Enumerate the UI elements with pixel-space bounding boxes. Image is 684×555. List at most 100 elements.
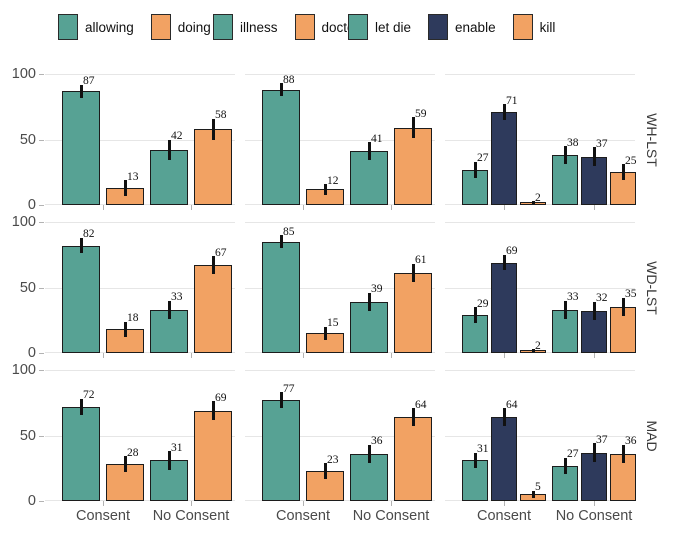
gridline-y50: [45, 140, 235, 141]
legend-label: allowing: [85, 19, 134, 35]
error-bar: [531, 490, 535, 499]
gridline-y100: [45, 370, 235, 371]
error-bar: [502, 254, 506, 271]
error-bar: [473, 307, 477, 323]
legend-swatch-illness: [213, 14, 233, 40]
error-bar: [167, 139, 171, 161]
legend-label: kill: [539, 19, 556, 35]
bar-value-label: 18: [127, 312, 139, 325]
bar-value-label: 69: [506, 245, 518, 258]
bar-value-label: 85: [283, 225, 295, 238]
bar-value-label: 37: [596, 137, 608, 150]
error-bar: [473, 452, 477, 469]
bar-value-label: 88: [283, 73, 295, 86]
bar-value-label: 41: [371, 132, 383, 145]
gridline-y50: [45, 436, 235, 437]
bar-value-label: 29: [477, 297, 489, 310]
bar-value-label: 23: [327, 453, 339, 466]
error-bar: [323, 184, 327, 195]
bar-value-label: 28: [127, 446, 139, 459]
error-bar: [563, 457, 567, 474]
error-bar: [502, 408, 506, 427]
y-axis-tick-label: 0: [27, 345, 36, 361]
error-bar: [411, 408, 415, 427]
bar-value-label: 36: [371, 435, 383, 448]
error-bar: [367, 444, 371, 464]
x-axis-tick-mark: [303, 353, 304, 358]
bar-value-label: 38: [567, 136, 579, 149]
gridline-y100: [245, 74, 435, 75]
bar-value-label: 69: [215, 391, 227, 404]
x-axis-tick-label: No Consent: [352, 508, 430, 524]
error-bar: [621, 164, 625, 181]
bar-doing: [194, 265, 232, 353]
bar-value-label: 13: [127, 170, 139, 183]
error-bar: [123, 180, 127, 196]
y-axis-tick-mark: [39, 140, 44, 141]
bar-doing: [194, 129, 232, 205]
x-axis-tick-mark: [594, 501, 595, 506]
bar-value-label: 61: [415, 254, 427, 267]
x-axis-tick-mark: [303, 501, 304, 506]
legend-swatch-allowing: [58, 14, 78, 40]
legend-swatch-doing: [150, 14, 171, 40]
legend-group-0: allowing doing: [58, 14, 221, 40]
x-axis-tick-mark: [391, 353, 392, 358]
x-axis-tick-mark: [391, 501, 392, 506]
bar-value-label: 67: [215, 246, 227, 259]
x-axis-tick-mark: [504, 501, 505, 506]
error-bar: [211, 256, 215, 275]
bar-value-label: 33: [567, 291, 579, 304]
y-axis-tick-mark: [39, 353, 44, 354]
x-axis-tick-mark: [594, 205, 595, 210]
panel-WD-LST-col1: 85 15 39 61: [245, 222, 435, 353]
legend-label: illness: [240, 19, 278, 35]
bar-value-label: 39: [371, 283, 383, 296]
x-axis-tick-label: Consent: [476, 508, 532, 524]
bar-doctor: [394, 273, 432, 353]
x-axis-tick-mark: [103, 205, 104, 210]
bar-value-label: 27: [477, 152, 489, 165]
y-axis-tick-mark: [39, 205, 44, 206]
panel-MAD-col2: 31 64 5 27 37 36: [445, 370, 637, 501]
y-axis-tick-label: 100: [11, 214, 36, 230]
bar-value-label: 15: [327, 317, 339, 330]
bar-illness: [262, 89, 300, 205]
y-axis-tick-label: 100: [11, 362, 36, 378]
error-bar: [123, 456, 127, 473]
gridline-y50: [245, 288, 435, 289]
legend-swatch-enable: [428, 14, 449, 40]
error-bar: [167, 300, 171, 319]
error-bar: [323, 463, 327, 479]
legend-swatch-kill: [512, 14, 533, 40]
error-bar: [279, 392, 283, 408]
error-bar: [279, 235, 283, 249]
x-axis-tick-mark: [504, 353, 505, 358]
gridline-y50: [45, 288, 235, 289]
y-axis-tick-label: 0: [27, 197, 36, 213]
legend-swatch-let-die: [348, 14, 368, 40]
panel-WH-LST-col1: 88 12 41 59: [245, 74, 435, 205]
bar-value-label: 64: [415, 398, 427, 411]
gridline-y50: [245, 140, 435, 141]
y-axis-tick-label: 50: [19, 132, 36, 148]
bar-illness: [262, 241, 300, 353]
bar-value-label: 35: [625, 288, 637, 301]
gridline-y50: [445, 436, 635, 437]
bar-value-label: 36: [625, 435, 637, 448]
panel-WH-LST-col0: 87 13 42 58: [45, 74, 235, 205]
x-axis-tick-mark: [303, 205, 304, 210]
error-bar: [621, 444, 625, 464]
facet-row-label-WD-LST: WD-LST: [644, 260, 660, 315]
bar-value-label: 32: [596, 292, 608, 305]
bar-doing: [194, 410, 232, 501]
panel-WD-LST-col0: 82 18 33 67: [45, 222, 235, 353]
error-bar: [79, 237, 83, 254]
bar-value-label: 87: [83, 74, 95, 87]
error-bar: [563, 146, 567, 165]
bar-value-label: 25: [625, 154, 637, 167]
error-bar: [473, 161, 477, 178]
error-bar: [502, 104, 506, 120]
bar-value-label: 33: [171, 291, 183, 304]
